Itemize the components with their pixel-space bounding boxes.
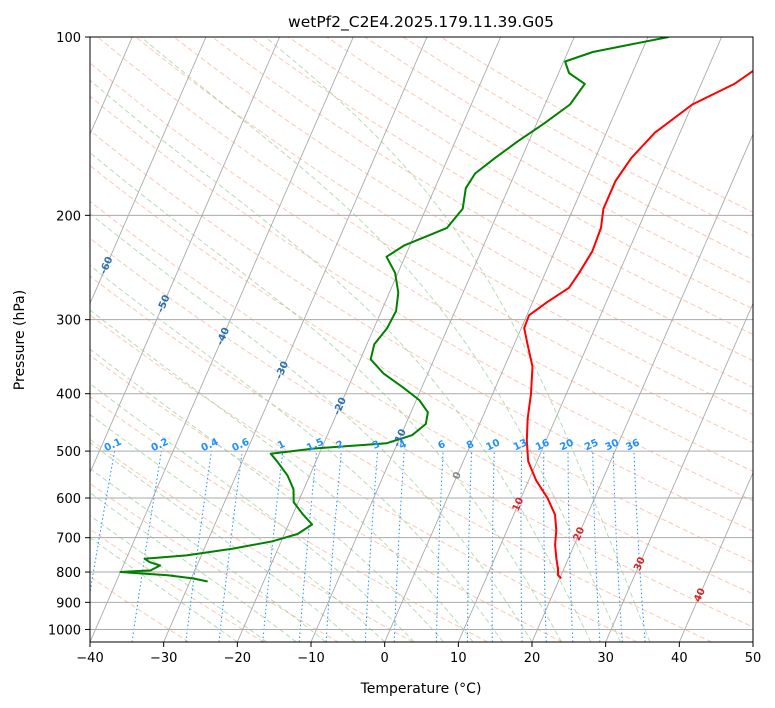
x-tick-label: 0 bbox=[381, 651, 389, 666]
background-lines bbox=[90, 37, 753, 642]
temperature-profile-line bbox=[523, 69, 753, 580]
dry-adiabat-line bbox=[90, 95, 753, 502]
isotherm-label: 30 bbox=[632, 556, 648, 573]
y-tick-label: 300 bbox=[56, 314, 81, 329]
x-tick-label: 30 bbox=[597, 651, 614, 666]
isotherm-line bbox=[531, 133, 753, 642]
moist-adiabat-line bbox=[90, 79, 592, 642]
moist-adiabat-line bbox=[90, 383, 415, 642]
profile-lines bbox=[119, 37, 753, 583]
isotherm-line bbox=[605, 302, 753, 642]
x-tick-label: −10 bbox=[297, 651, 324, 666]
mixing-ratio-label: 25 bbox=[583, 437, 600, 453]
isotherm-label: 20 bbox=[572, 526, 588, 543]
isotherm-line bbox=[678, 471, 753, 642]
moist-adiabat-line bbox=[90, 309, 474, 642]
mixing-ratio-line bbox=[185, 451, 212, 642]
mixing-ratio-label: 1 bbox=[276, 439, 287, 452]
x-tick-label: 40 bbox=[671, 651, 688, 666]
dry-adiabat-line bbox=[90, 354, 563, 642]
y-tick-label: 1000 bbox=[48, 623, 81, 638]
mixing-ratio-label: 4 bbox=[398, 439, 409, 452]
y-tick-label: 500 bbox=[56, 445, 81, 460]
mixing-ratio-label: 2 bbox=[335, 439, 346, 452]
mixing-ratio-line bbox=[218, 451, 243, 642]
mixing-ratio-label: 16 bbox=[534, 437, 551, 453]
x-axis-label: Temperature (°C) bbox=[360, 681, 482, 697]
dry-adiabat-line bbox=[90, 396, 488, 642]
y-tick-label: 200 bbox=[56, 209, 81, 224]
y-tick-label: 900 bbox=[56, 596, 81, 611]
dry-adiabat-line bbox=[326, 37, 753, 285]
moist-adiabat-line bbox=[265, 37, 651, 642]
x-tick-label: 10 bbox=[450, 651, 467, 666]
isotherm-line bbox=[310, 37, 575, 642]
mixing-ratio-label: 13 bbox=[512, 437, 529, 453]
x-tick-label: 20 bbox=[524, 651, 541, 666]
moist-adiabat-line bbox=[90, 441, 356, 642]
x-tick-label: −20 bbox=[224, 651, 251, 666]
moist-adiabat-line bbox=[140, 37, 621, 642]
mixing-ratio-label: 3 bbox=[371, 439, 382, 452]
y-tick-label: 100 bbox=[56, 31, 81, 46]
dry-adiabat-line bbox=[90, 314, 638, 642]
isotherm-label: 10 bbox=[511, 496, 527, 513]
y-tick-label: 600 bbox=[56, 492, 81, 507]
isotherm-line bbox=[90, 37, 354, 642]
isotherm-line bbox=[90, 37, 207, 305]
mixing-ratio-label: 30 bbox=[604, 437, 621, 453]
x-tick-label: −30 bbox=[150, 651, 177, 666]
isotherm-line bbox=[90, 37, 281, 474]
dry-adiabat-line bbox=[90, 275, 712, 642]
isotherm-label: 0 bbox=[451, 470, 464, 481]
dry-adiabat-line bbox=[90, 237, 753, 628]
dewpoint-profile-line bbox=[119, 37, 669, 583]
isotherm-line bbox=[163, 37, 428, 642]
moist-adiabat-line bbox=[90, 264, 503, 642]
plot-frame bbox=[89, 36, 754, 643]
moist-adiabat-line bbox=[90, 152, 562, 642]
dry-adiabat-line bbox=[135, 37, 753, 416]
moist-adiabat-line bbox=[90, 348, 444, 642]
mixing-ratio-line bbox=[325, 451, 342, 642]
dry-adiabat-line bbox=[90, 200, 753, 595]
mixing-ratio-label: 8 bbox=[465, 439, 476, 452]
mixing-ratio-line bbox=[298, 451, 318, 642]
y-axis-ticks: 100 200 300 400 500 600 700 800 900 1000 bbox=[48, 31, 90, 638]
dry-adiabat-line bbox=[90, 482, 339, 642]
mixing-ratio-line bbox=[262, 451, 284, 642]
dry-adiabat-line bbox=[173, 37, 753, 388]
mixing-ratio-label: 36 bbox=[624, 437, 641, 453]
dry-adiabat-line bbox=[97, 37, 753, 444]
isotherm-label: 40 bbox=[692, 587, 708, 604]
x-tick-label: 50 bbox=[745, 651, 762, 666]
isotherm-line bbox=[384, 37, 649, 642]
moist-adiabat-line bbox=[90, 212, 533, 642]
mixing-ratio-label: 10 bbox=[485, 437, 502, 453]
mixing-ratio-label: 20 bbox=[558, 437, 575, 453]
isotherm-line bbox=[236, 37, 502, 642]
y-tick-label: 400 bbox=[56, 388, 81, 403]
chart-title: wetPf2_C2E4.2025.179.11.39.G05 bbox=[288, 13, 554, 32]
mixing-ratio-label: 6 bbox=[436, 439, 447, 452]
x-axis-ticks: −40 −30 −20 −10 0 10 20 30 40 50 bbox=[76, 642, 761, 666]
isotherm-line bbox=[457, 37, 723, 642]
y-tick-label: 800 bbox=[56, 566, 81, 581]
y-tick-label: 700 bbox=[56, 532, 81, 547]
x-tick-label: −40 bbox=[76, 651, 103, 666]
dry-adiabat-line bbox=[90, 129, 753, 532]
y-axis-label: Pressure (hPa) bbox=[12, 290, 28, 390]
